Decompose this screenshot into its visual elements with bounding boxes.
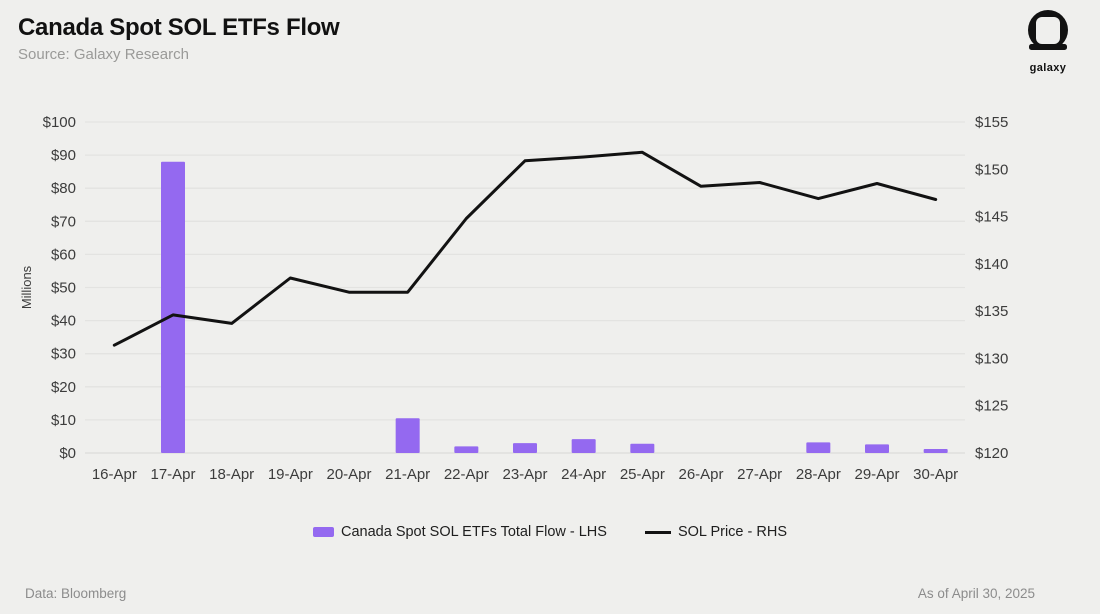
legend-label-flow: Canada Spot SOL ETFs Total Flow - LHS: [341, 524, 607, 540]
x-tick-label: 24-Apr: [561, 466, 606, 483]
flow-bar-swatch-icon: [313, 527, 334, 537]
x-tick-label: 29-Apr: [854, 466, 899, 483]
x-tick-label: 30-Apr: [913, 466, 958, 483]
right-tick-label: $130: [975, 350, 1008, 367]
right-tick-label: $140: [975, 256, 1008, 273]
x-tick-label: 23-Apr: [502, 466, 547, 483]
price-line-swatch-icon: [644, 530, 671, 534]
page-title: Canada Spot SOL ETFs Flow: [18, 14, 340, 41]
x-tick-label: 18-Apr: [209, 466, 254, 483]
legend-item-flow: Canada Spot SOL ETFs Total Flow - LHS: [313, 524, 607, 540]
right-tick-label: $135: [975, 303, 1008, 320]
x-tick-label: 20-Apr: [326, 466, 371, 483]
left-tick-label: $70: [51, 213, 76, 230]
x-tick-label: 22-Apr: [444, 466, 489, 483]
flow-bar: [865, 444, 889, 453]
x-tick-label: 16-Apr: [92, 466, 137, 483]
flow-bar: [161, 161, 185, 453]
legend-item-price: SOL Price - RHS: [644, 524, 787, 540]
left-tick-label: $50: [51, 280, 76, 297]
left-tick-label: $30: [51, 346, 76, 363]
flow-bar: [513, 443, 537, 453]
x-tick-label: 19-Apr: [268, 466, 313, 483]
legend-label-price: SOL Price - RHS: [677, 524, 787, 540]
x-tick-label: 28-Apr: [796, 466, 841, 483]
chart-legend: Canada Spot SOL ETFs Total Flow - LHS SO…: [0, 524, 1100, 540]
right-tick-label: $145: [975, 209, 1008, 226]
as-of-date: As of April 30, 2025: [917, 586, 1035, 601]
flow-bar: [454, 446, 479, 453]
right-tick-label: $125: [975, 398, 1008, 415]
left-tick-label: $80: [51, 180, 76, 197]
left-tick-label: $40: [51, 313, 76, 330]
flow-bar: [923, 449, 948, 453]
flow-bar: [395, 418, 420, 453]
left-tick-label: $20: [51, 379, 76, 396]
data-source-note: Data: Bloomberg: [25, 586, 127, 601]
left-tick-label: $60: [51, 246, 76, 263]
flow-bar: [571, 439, 596, 453]
x-tick-label: 25-Apr: [620, 466, 665, 483]
x-tick-label: 17-Apr: [150, 466, 195, 483]
flow-chart: $0 $10 $20 $30 $40 $50 $60 $70 $80 $90 $100 $120 $12…: [19, 114, 1008, 483]
left-tick-label: $100: [43, 114, 76, 131]
left-tick-label: $0: [59, 445, 76, 462]
chart-header: Canada Spot SOL ETFs Flow Source: Galaxy…: [18, 14, 340, 63]
x-tick-label: 21-Apr: [385, 466, 430, 483]
sol-price-line: [112, 150, 938, 347]
left-tick-label: $90: [51, 147, 76, 164]
right-tick-label: $150: [975, 161, 1008, 178]
flow-bar: [630, 443, 655, 453]
left-tick-label: $10: [51, 412, 76, 429]
galaxy-logo-icon: [1028, 10, 1068, 50]
x-tick-label: 26-Apr: [678, 466, 723, 483]
x-tick-label: 27-Apr: [737, 466, 782, 483]
source-subtitle: Source: Galaxy Research: [18, 45, 189, 63]
galaxy-logo: galaxy: [1010, 8, 1086, 74]
right-tick-label: $120: [975, 445, 1008, 462]
right-tick-label: $155: [975, 114, 1008, 131]
left-axis-title: Millions: [19, 265, 34, 309]
flow-bar: [806, 442, 831, 453]
galaxy-logo-word: galaxy: [1029, 62, 1067, 74]
